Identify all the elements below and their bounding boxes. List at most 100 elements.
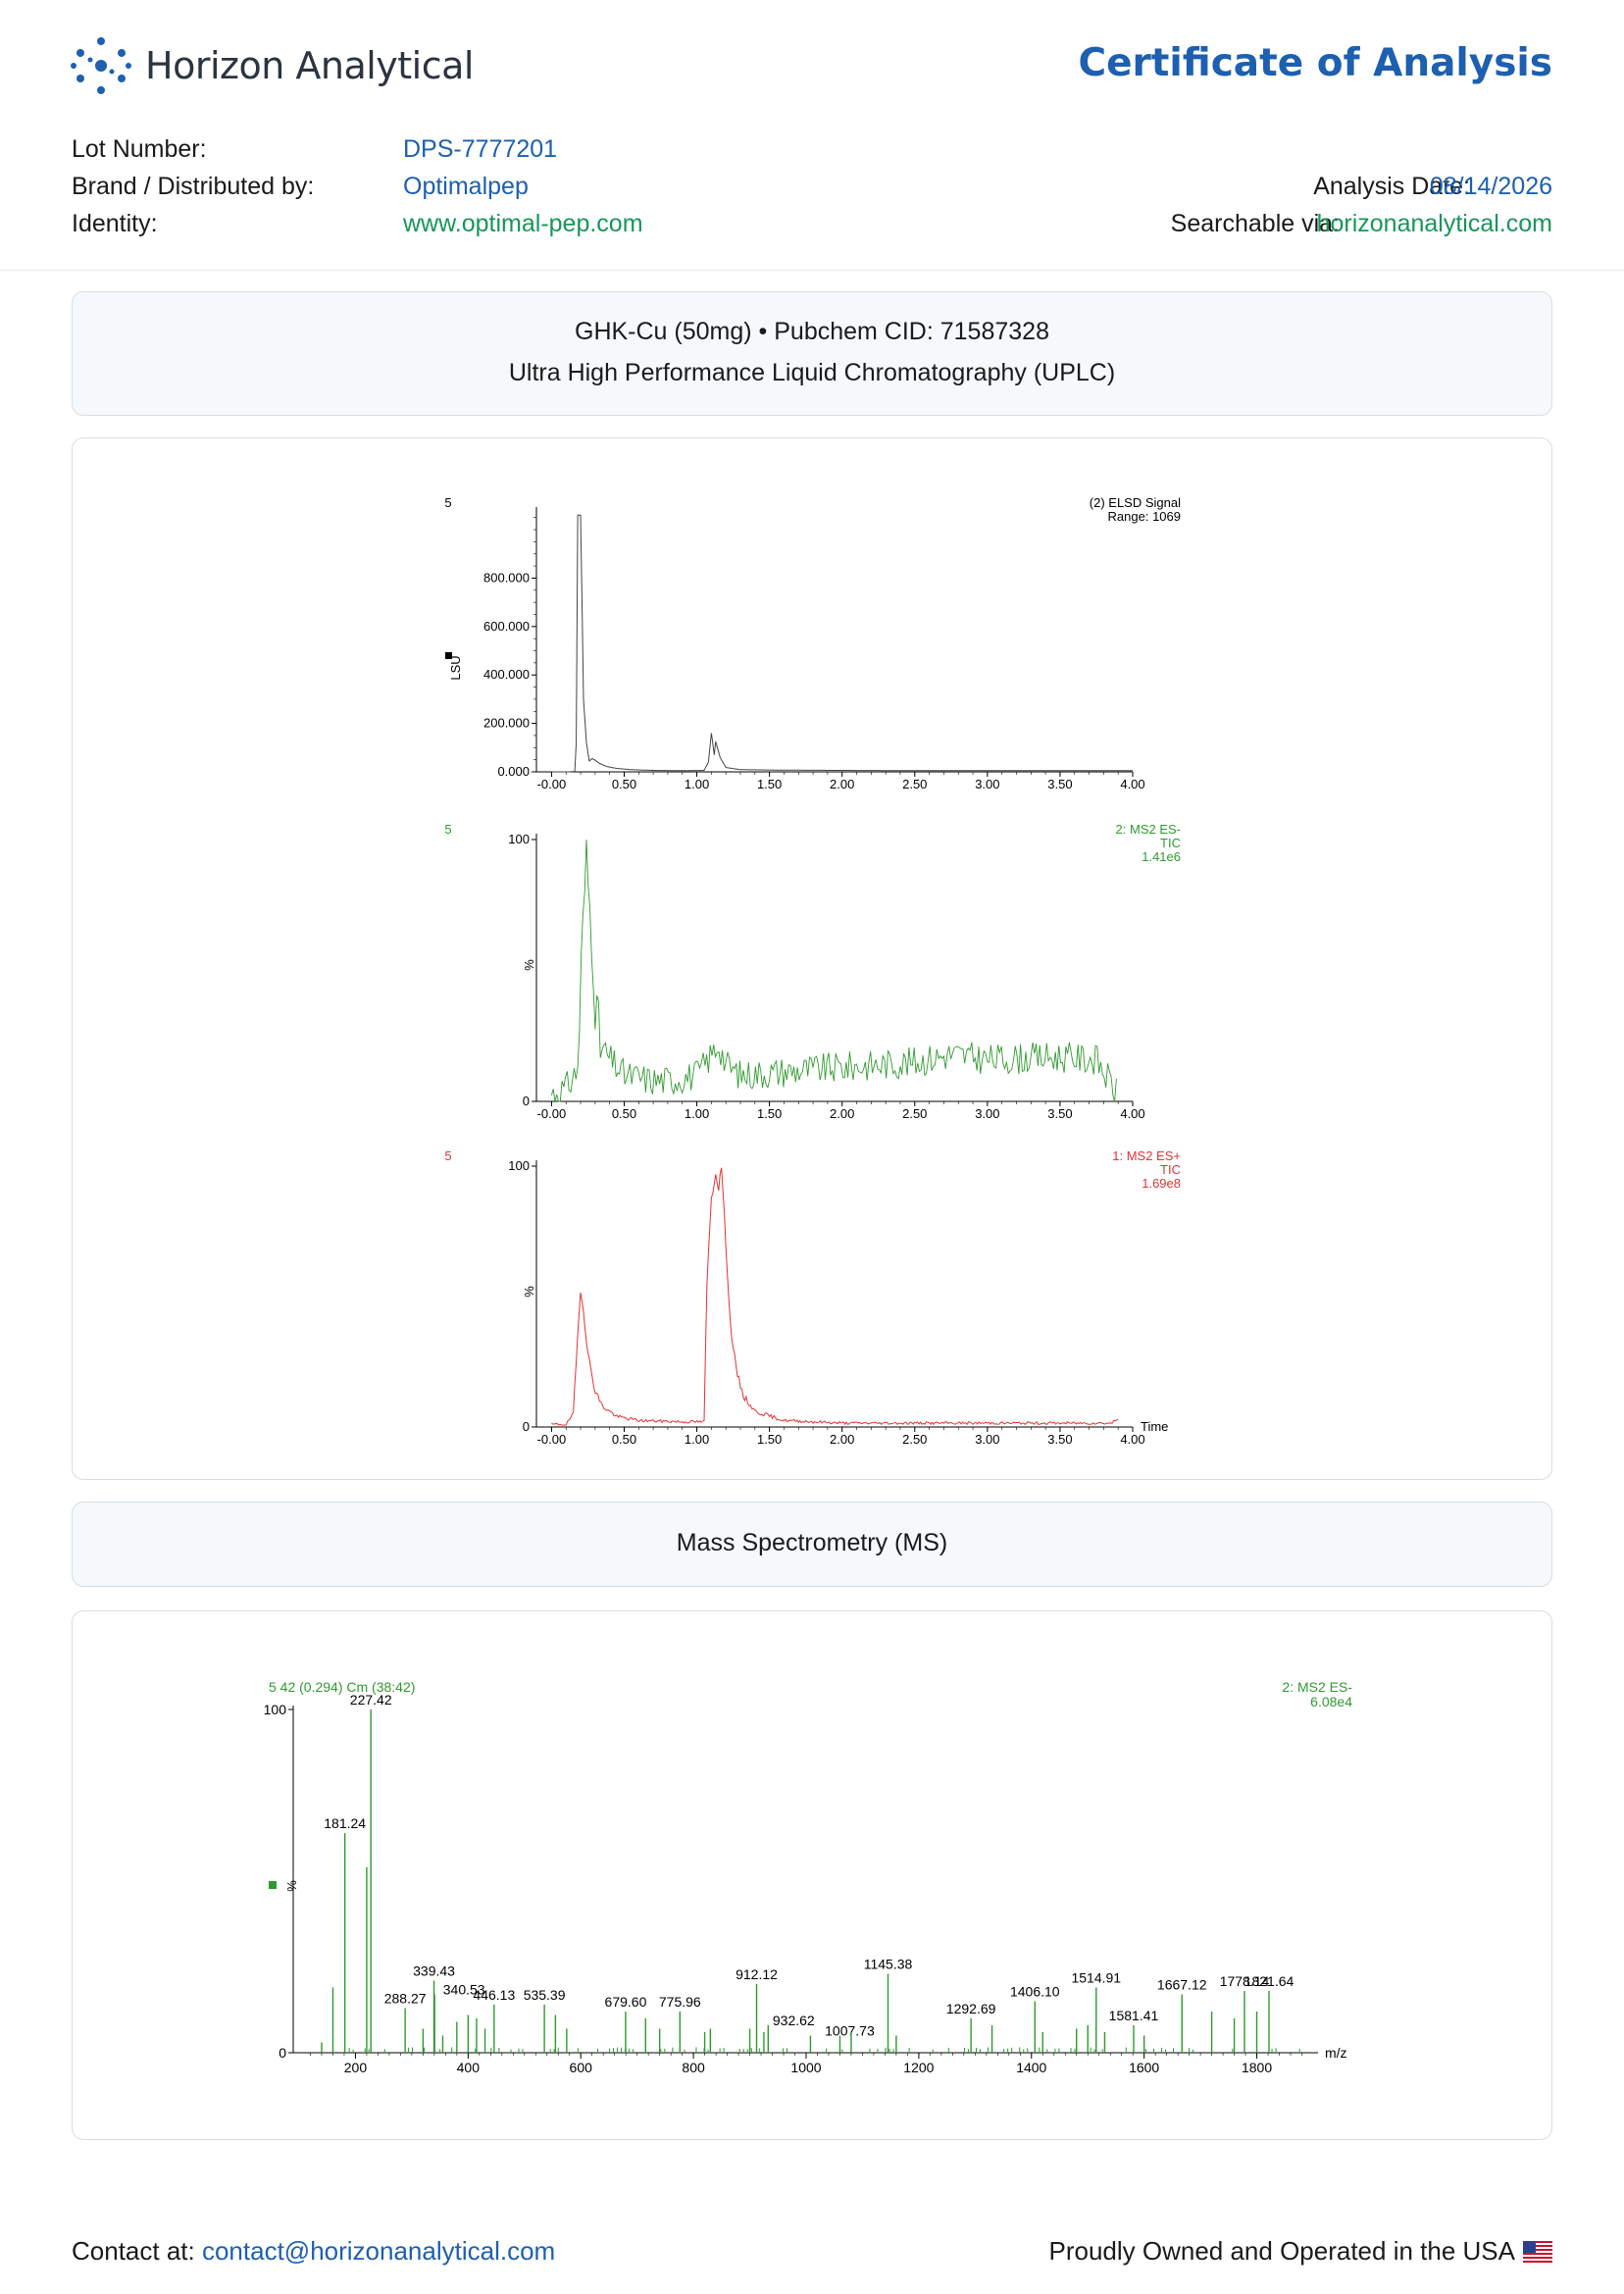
x-tick-label: 2.00 bbox=[830, 1432, 854, 1447]
spectrum-info-text: 2: MS2 ES- bbox=[1282, 1679, 1352, 1695]
peak-label: 227.42 bbox=[350, 1692, 392, 1708]
y-tick-label: 400.000 bbox=[483, 667, 530, 682]
x-tick-label: 3.50 bbox=[1047, 1106, 1072, 1121]
compound-name: GHK-Cu (50mg) • Pubchem CID: 71587328 bbox=[575, 318, 1049, 345]
panel-info-text: 1.41e6 bbox=[1142, 849, 1181, 864]
x-tick-label: -0.00 bbox=[537, 777, 567, 791]
x-tick-label: 600 bbox=[570, 2060, 593, 2075]
y-tick-label: 0 bbox=[523, 1419, 530, 1434]
brand-label: Brand / Distributed by: bbox=[72, 173, 315, 200]
x-axis-label: Time bbox=[1141, 1419, 1168, 1434]
logo-dots-icon bbox=[71, 37, 131, 94]
peak-label: 1581.41 bbox=[1109, 2008, 1159, 2023]
searchable-label: Searchable via: bbox=[1170, 210, 1340, 237]
x-tick-label: 2.50 bbox=[902, 1432, 927, 1447]
x-tick-label: -0.00 bbox=[537, 1432, 567, 1447]
chromatogram-trace bbox=[551, 1167, 1119, 1426]
x-tick-label: 1.50 bbox=[757, 1432, 782, 1447]
x-tick-label: 1600 bbox=[1129, 2060, 1159, 2075]
x-tick-label: 1200 bbox=[903, 2060, 934, 2075]
x-tick-label: 3.00 bbox=[975, 777, 999, 791]
lot-number-value: DPS-7777201 bbox=[403, 135, 558, 163]
ms-chart-box: 200 400 600 800 1000 1200 1400 1600 1800 0 100 m/z%… bbox=[72, 1610, 1552, 2140]
x-tick-label: 1.50 bbox=[757, 1106, 782, 1121]
x-tick-label: 1.00 bbox=[685, 1432, 709, 1447]
lsu-marker-icon bbox=[445, 652, 452, 659]
panel-index-label: 5 bbox=[444, 822, 451, 837]
x-tick-label: 3.50 bbox=[1047, 777, 1072, 791]
x-tick-label: 4.00 bbox=[1120, 1106, 1144, 1121]
identity-link[interactable]: www.optimal-pep.com bbox=[403, 210, 643, 237]
panel-index-label: 5 bbox=[444, 1148, 451, 1163]
peak-label: 1406.10 bbox=[1010, 1984, 1060, 2000]
ms-section-box: Mass Spectrometry (MS) bbox=[72, 1502, 1552, 1587]
y-axis-label: % bbox=[284, 1880, 299, 1892]
chromatogram-trace bbox=[550, 839, 1117, 1102]
brand-value: Optimalpep bbox=[403, 173, 529, 200]
peak-label: 1514.91 bbox=[1071, 1970, 1121, 1986]
x-tick-label: 4.00 bbox=[1120, 777, 1144, 791]
spectrum-title: 5 42 (0.294) Cm (38:42) bbox=[269, 1679, 415, 1695]
x-tick-label: 1800 bbox=[1242, 2060, 1272, 2075]
chromatogram-trace bbox=[551, 514, 1133, 773]
lot-number-label: Lot Number: bbox=[72, 135, 207, 163]
x-tick-label: 0.50 bbox=[612, 1106, 636, 1121]
peak-label: 1667.12 bbox=[1157, 1977, 1207, 1993]
peak-label: 181.24 bbox=[324, 1815, 366, 1831]
x-tick-label: 1400 bbox=[1016, 2060, 1046, 2075]
y-tick-label: 100 bbox=[508, 832, 530, 846]
company-name: Horizon Analytical bbox=[145, 44, 474, 87]
footer-usa: Proudly Owned and Operated in the USA bbox=[1048, 2236, 1552, 2267]
x-tick-label: 1.00 bbox=[685, 1106, 709, 1121]
peak-label: 339.43 bbox=[413, 1963, 455, 1979]
header: Horizon Analytical Certificate of Analys… bbox=[0, 0, 1624, 271]
peak-label: 446.13 bbox=[473, 1987, 515, 2003]
peak-label: 679.60 bbox=[605, 1994, 647, 2010]
x-tick-label: 2.00 bbox=[830, 777, 854, 791]
usa-flag-icon bbox=[1523, 2240, 1552, 2263]
analysis-date-label: Analysis Date: bbox=[1313, 173, 1470, 200]
x-tick-label: 200 bbox=[344, 2060, 368, 2075]
peak-label: 340.53 bbox=[443, 1982, 485, 1998]
x-axis-label: m/z bbox=[1325, 2045, 1347, 2061]
peak-label: 1821.64 bbox=[1244, 1973, 1294, 1989]
panel-info-text: 2: MS2 ES- bbox=[1116, 822, 1181, 837]
y-tick-label: 0.000 bbox=[497, 764, 530, 779]
footer-contact: Contact at: contact@horizonanalytical.co… bbox=[72, 2236, 555, 2267]
mass-spectrum: 200 400 600 800 1000 1200 1400 1600 1800 0 100 m/z%… bbox=[264, 1679, 1353, 2075]
peak-label: 288.27 bbox=[384, 1991, 427, 2007]
y-tick-label: 100 bbox=[508, 1158, 530, 1173]
x-tick-label: 800 bbox=[682, 2060, 705, 2075]
peak-label: 1145.38 bbox=[864, 1957, 913, 1972]
identity-label: Identity: bbox=[72, 210, 158, 237]
panel-info-text: TIC bbox=[1160, 836, 1181, 850]
peak-label: 775.96 bbox=[659, 1994, 701, 2010]
compound-info-box: GHK-Cu (50mg) • Pubchem CID: 71587328 Ul… bbox=[72, 291, 1552, 416]
uplc-chromatogram: -0.00 0.50 1.00 1.50 2.00 2.50 3.00 3.50 4.00 0.0… bbox=[444, 495, 1181, 1447]
x-tick-label: 3.00 bbox=[975, 1432, 999, 1447]
percent-marker-icon bbox=[269, 1881, 277, 1889]
panel-info-text: TIC bbox=[1160, 1162, 1181, 1177]
x-tick-label: 0.50 bbox=[612, 1432, 636, 1447]
x-tick-label: -0.00 bbox=[537, 1106, 567, 1121]
contact-label: Contact at: bbox=[72, 2236, 195, 2266]
y-axis-label: % bbox=[522, 1286, 536, 1298]
y-axis-label: LSU bbox=[448, 655, 463, 680]
contact-email-link[interactable]: contact@horizonanalytical.com bbox=[201, 2236, 556, 2266]
x-tick-label: 400 bbox=[457, 2060, 481, 2075]
x-tick-label: 3.50 bbox=[1047, 1432, 1072, 1447]
panel-info-text: Range: 1069 bbox=[1108, 509, 1181, 524]
y-tick-label: 0 bbox=[523, 1094, 530, 1108]
y-tick-label: 0 bbox=[279, 2045, 286, 2061]
method-name: Ultra High Performance Liquid Chromatogr… bbox=[508, 359, 1116, 386]
analysis-date-value: 08/14/2026 bbox=[1429, 173, 1552, 200]
peak-label: 1778.14 bbox=[1220, 1973, 1270, 1989]
searchable-link[interactable]: horizonanalytical.com bbox=[1316, 210, 1552, 237]
x-tick-label: 1000 bbox=[790, 2060, 821, 2075]
company-logo: Horizon Analytical bbox=[71, 33, 474, 98]
page-title: Certificate of Analysis bbox=[1078, 41, 1552, 85]
x-tick-label: 4.00 bbox=[1120, 1432, 1144, 1447]
ms-section-title: Mass Spectrometry (MS) bbox=[676, 1529, 948, 1556]
y-tick-label: 600.000 bbox=[483, 619, 530, 634]
spectrum-info-text: 6.08e4 bbox=[1310, 1694, 1352, 1709]
